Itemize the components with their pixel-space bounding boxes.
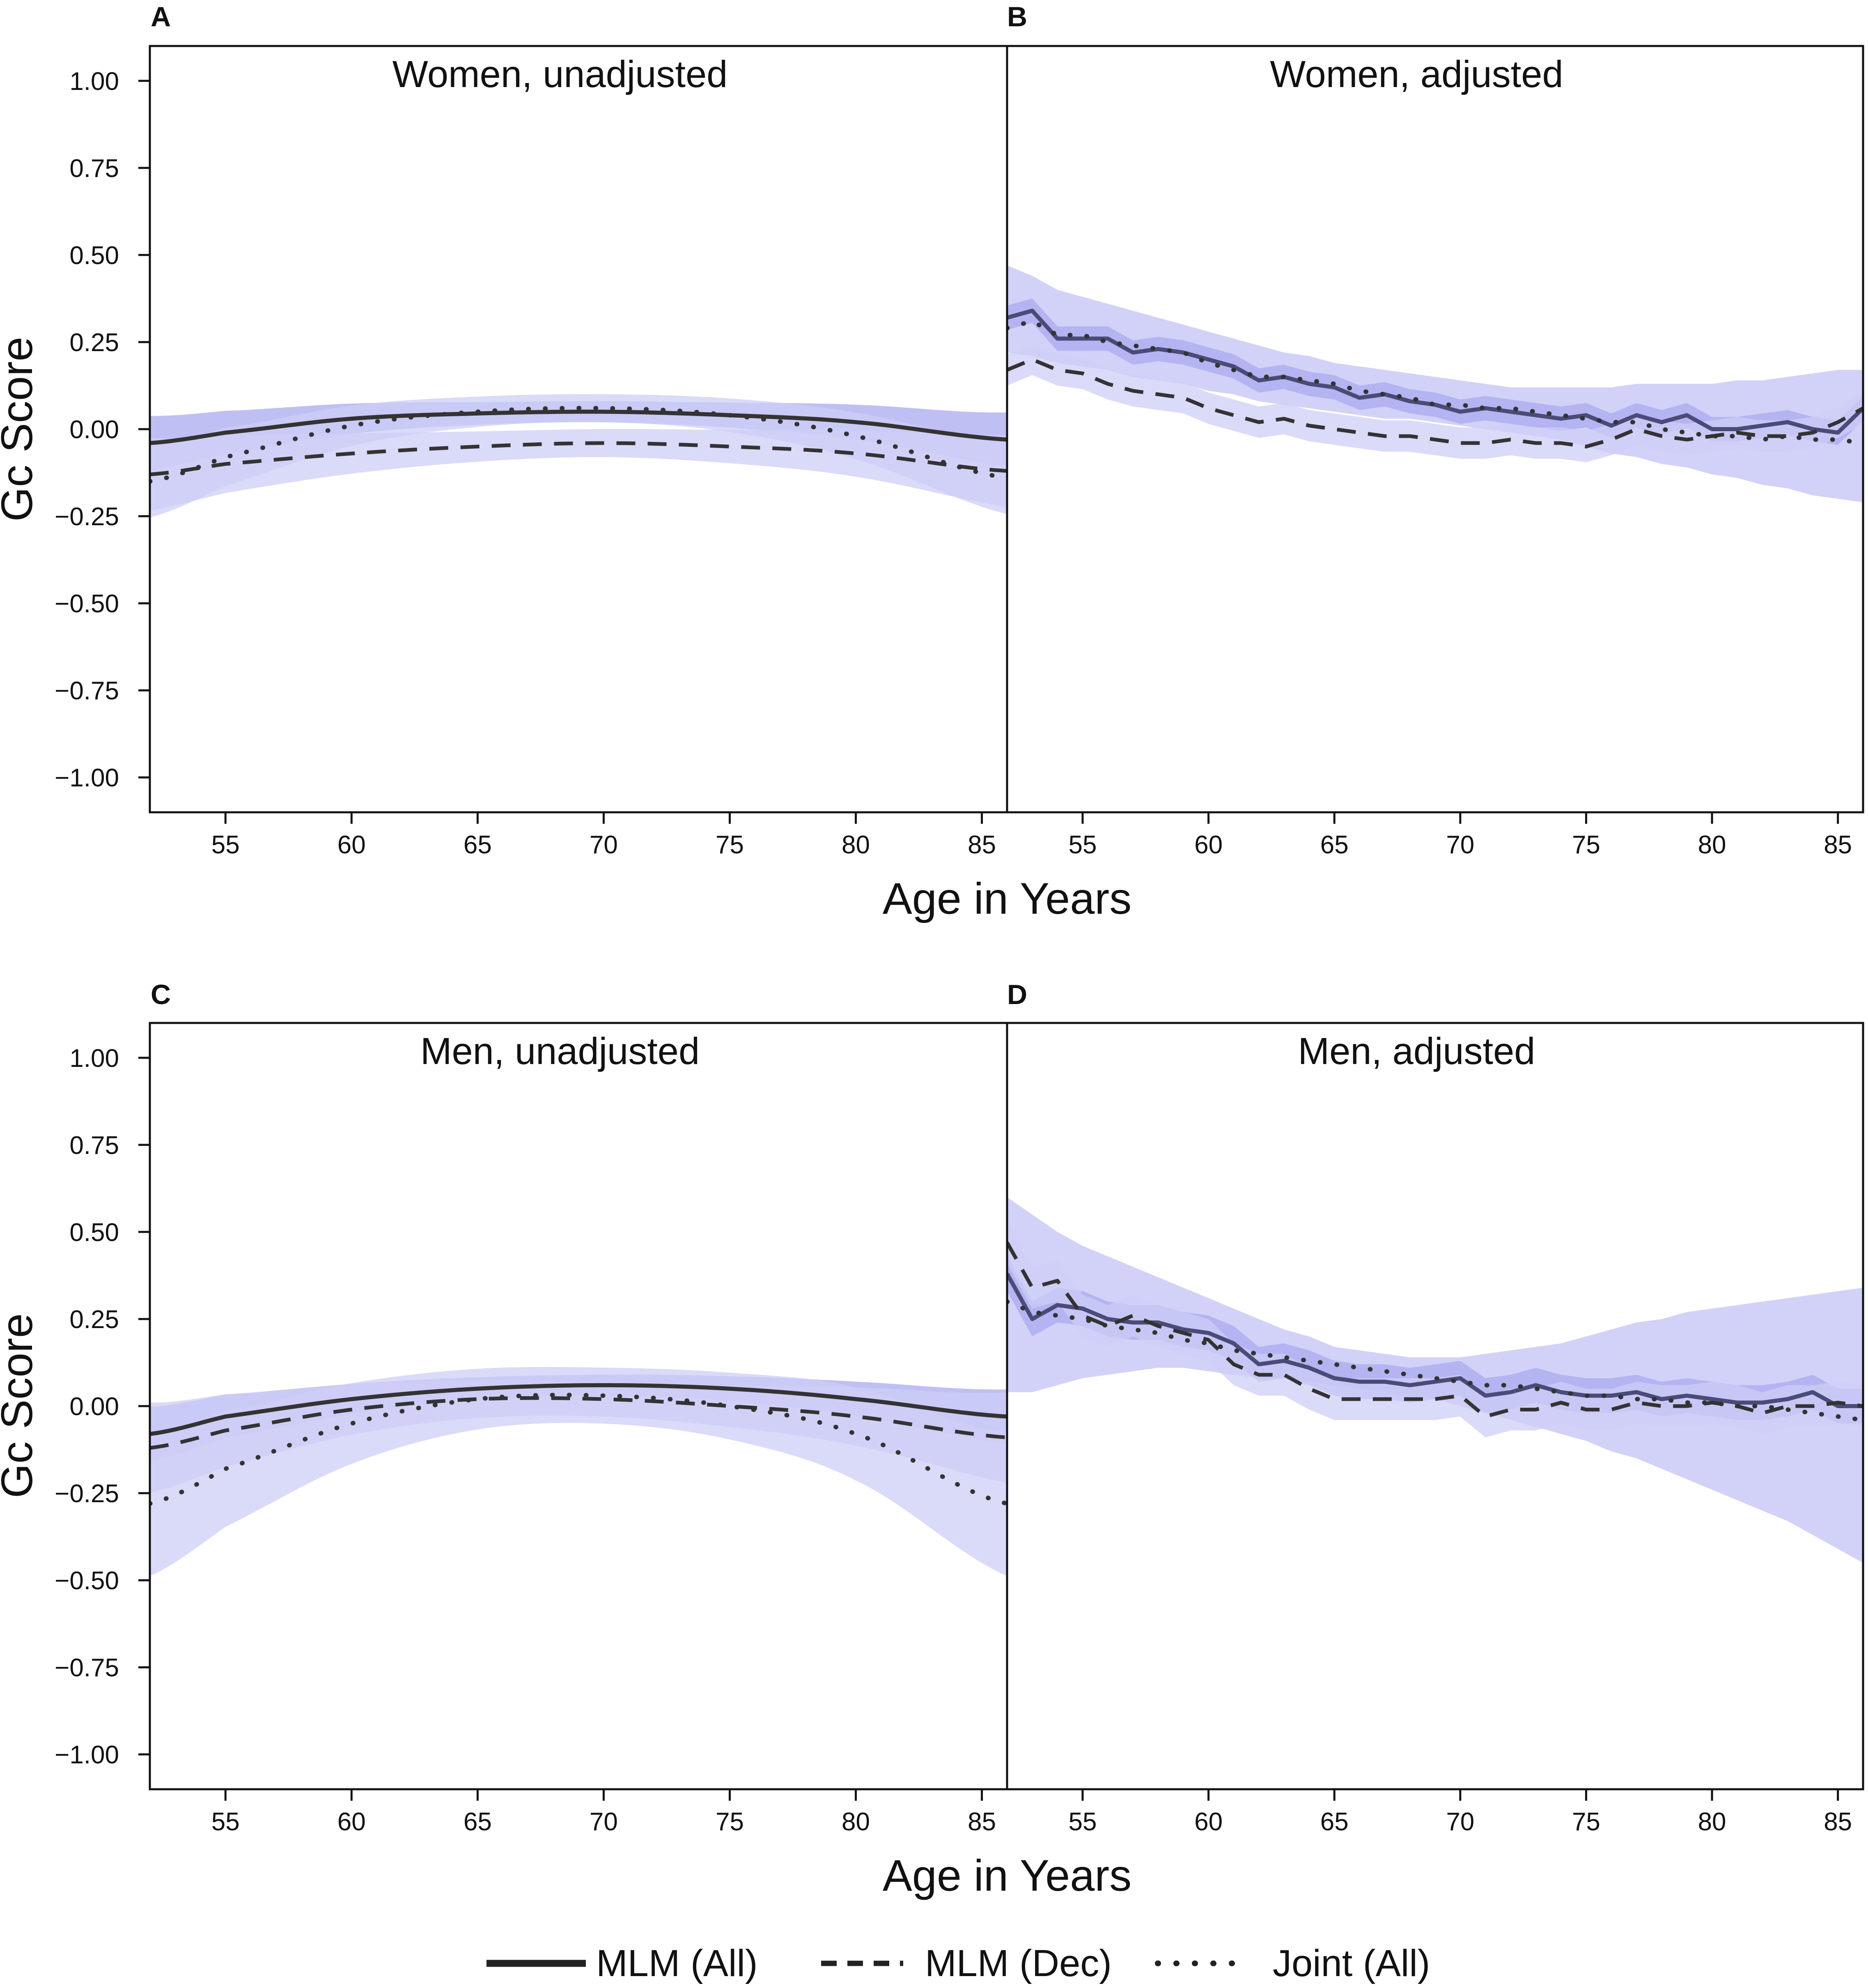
- y-tick-label: −0.50: [55, 590, 119, 618]
- x-tick-label: 65: [1320, 831, 1349, 859]
- ci-band-dotted: [150, 394, 1007, 518]
- x-tick-label: 60: [1194, 1808, 1223, 1836]
- panel-letter-c: C: [151, 979, 171, 1010]
- y-tick-label: −0.50: [55, 1567, 119, 1595]
- legend: MLM (All) MLM (Dec) Joint (All): [487, 1942, 1430, 1984]
- x-tick-label: 55: [1068, 1808, 1097, 1836]
- series-line-dashed: [1007, 357, 1863, 448]
- y-tick-label: 0.50: [69, 241, 119, 270]
- y-tick-label: 0.00: [69, 416, 119, 444]
- panel-letter-d: D: [1007, 979, 1027, 1010]
- y-tick-label: 0.00: [69, 1393, 119, 1421]
- x-axis-label-bottom: Age in Years: [883, 1850, 1132, 1900]
- panel-title: Women, adjusted: [1270, 53, 1563, 95]
- panel-title: Men, unadjusted: [420, 1030, 700, 1072]
- y-axis-label-top: Gc Score: [0, 337, 41, 522]
- x-tick-label: 85: [968, 831, 996, 859]
- plot-area: [150, 1367, 1007, 1576]
- x-tick-label: 80: [842, 831, 870, 859]
- panel-letter-a: A: [151, 1, 171, 32]
- x-tick-label: 70: [1446, 1808, 1474, 1836]
- x-tick-label: 80: [1698, 1808, 1726, 1836]
- legend-label-mlm-dec: MLM (Dec): [925, 1942, 1112, 1984]
- x-tick-label: 65: [464, 1808, 492, 1836]
- y-tick-label: 0.25: [69, 1305, 119, 1334]
- y-tick-label: −1.00: [55, 764, 119, 792]
- y-tick-label: 0.50: [69, 1218, 119, 1247]
- x-tick-label: 75: [716, 1808, 744, 1836]
- y-tick-label: 0.75: [69, 154, 119, 183]
- x-tick-label: 55: [211, 1808, 240, 1836]
- ci-band-dashed: [1007, 1221, 1863, 1438]
- x-tick-label: 65: [1320, 1808, 1349, 1836]
- y-tick-label: −0.25: [55, 503, 119, 531]
- y-axis-label-bottom: Gc Score: [0, 1313, 41, 1498]
- series-line-dotted: [150, 406, 1007, 484]
- panel-men-adjusted: Men, adjusted 55 60 65 70 75 80 85: [1006, 1022, 1864, 1836]
- panel-frame: [1006, 1022, 1864, 1790]
- panel-women-adjusted: Women, adjusted 55 60 65 70 75 80 85: [1006, 45, 1864, 859]
- series-line-solid: [150, 409, 1007, 445]
- y-tick-label: 0.25: [69, 329, 119, 357]
- legend-label-joint-all: Joint (All): [1273, 1942, 1430, 1984]
- x-axis-label-top: Age in Years: [883, 873, 1132, 923]
- y-tick-label: 1.00: [69, 67, 119, 96]
- ci-band-dotted: [150, 1367, 1007, 1576]
- panel-letter-b: B: [1007, 1, 1027, 32]
- panel-title: Men, adjusted: [1298, 1030, 1535, 1072]
- x-tick-label: 75: [716, 831, 744, 859]
- x-tick-label: 85: [1824, 1808, 1852, 1836]
- ci-band-solid: [1007, 1256, 1863, 1424]
- x-tick-label: 70: [590, 831, 618, 859]
- plot-area: [1007, 265, 1863, 503]
- x-tick-label: 80: [842, 1808, 870, 1836]
- x-tick-label: 60: [1194, 831, 1223, 859]
- x-tick-label: 85: [1824, 831, 1852, 859]
- x-tick-label: 70: [590, 1808, 618, 1836]
- y-tick-label: −1.00: [55, 1741, 119, 1769]
- x-tick-label: 70: [1446, 831, 1474, 859]
- plot-area: [1007, 1197, 1863, 1563]
- y-tick-label: −0.75: [55, 677, 119, 705]
- x-tick-label: 85: [968, 1808, 996, 1836]
- series-line-dotted: [1007, 1299, 1863, 1423]
- x-tick-label: 65: [464, 831, 492, 859]
- series-line-dashed: [150, 1396, 1007, 1450]
- ci-band-solid: [1007, 298, 1863, 445]
- x-tick-label: 80: [1698, 831, 1726, 859]
- x-tick-label: 75: [1572, 831, 1600, 859]
- panel-men-unadjusted: Men, unadjusted 55 60 65 70 75 80 85 1.00 0.75 0.5…: [55, 1022, 1008, 1836]
- x-tick-label: 60: [337, 1808, 366, 1836]
- y-tick-label: 0.75: [69, 1131, 119, 1160]
- ci-band-dashed: [150, 429, 1007, 511]
- plot-area: [150, 394, 1007, 518]
- panel-title: Women, unadjusted: [392, 53, 728, 95]
- y-tick-label: −0.75: [55, 1654, 119, 1682]
- y-tick-label: 1.00: [69, 1044, 119, 1073]
- series-line-solid: [1007, 308, 1863, 435]
- panel-women-unadjusted: Women, unadjusted 55 60 65 70 75 80 85 1.00 0.75 0…: [55, 45, 1008, 859]
- x-tick-label: 55: [211, 831, 240, 859]
- y-tick-label: −0.25: [55, 1480, 119, 1508]
- series-line-solid: [150, 1383, 1007, 1436]
- panel-frame: [1006, 45, 1864, 814]
- legend-label-mlm-all: MLM (All): [596, 1942, 758, 1984]
- x-tick-label: 55: [1068, 831, 1097, 859]
- x-tick-label: 75: [1572, 1808, 1600, 1836]
- x-tick-label: 60: [337, 831, 366, 859]
